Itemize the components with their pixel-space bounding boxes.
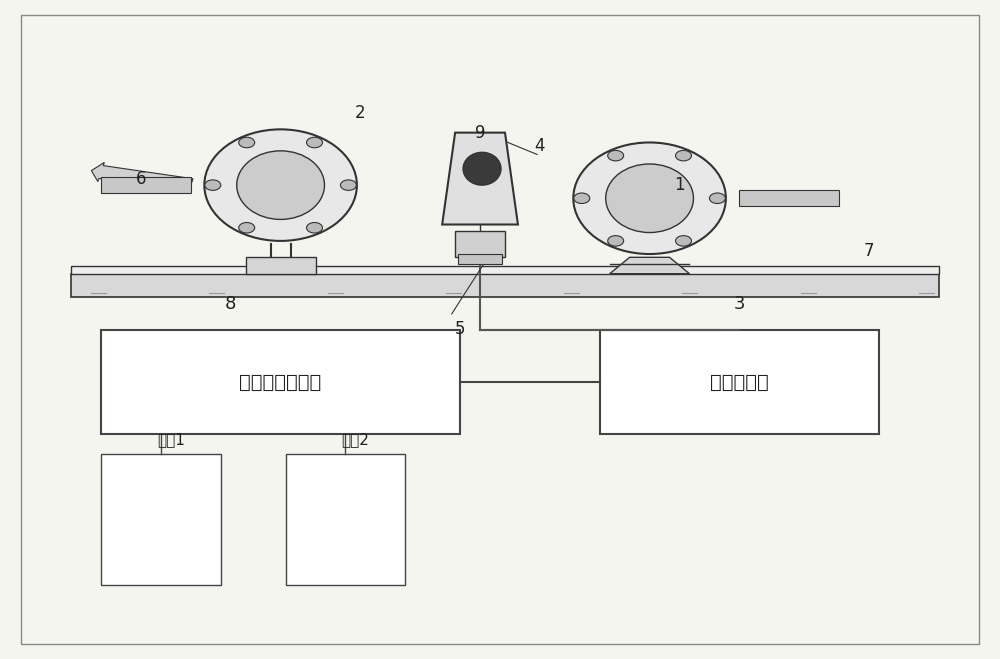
Ellipse shape bbox=[606, 164, 693, 233]
Circle shape bbox=[340, 180, 356, 190]
FancyBboxPatch shape bbox=[71, 266, 939, 273]
Text: 6: 6 bbox=[136, 169, 146, 188]
Circle shape bbox=[307, 223, 322, 233]
Circle shape bbox=[709, 193, 725, 204]
Bar bbox=[286, 454, 405, 585]
FancyBboxPatch shape bbox=[71, 273, 939, 297]
Text: 7: 7 bbox=[864, 242, 874, 260]
Circle shape bbox=[239, 137, 255, 148]
Text: 5: 5 bbox=[455, 320, 465, 339]
Ellipse shape bbox=[573, 142, 726, 254]
Ellipse shape bbox=[204, 129, 357, 241]
Bar bbox=[739, 190, 839, 206]
Bar bbox=[455, 231, 505, 257]
Text: 1: 1 bbox=[674, 176, 685, 194]
Circle shape bbox=[608, 150, 624, 161]
Text: 矢量网络分析仪: 矢量网络分析仪 bbox=[239, 372, 322, 391]
Circle shape bbox=[676, 150, 691, 161]
Circle shape bbox=[574, 193, 590, 204]
Text: 4: 4 bbox=[535, 137, 545, 155]
Text: 8: 8 bbox=[225, 295, 236, 313]
Bar bbox=[458, 254, 502, 264]
Text: 端口2: 端口2 bbox=[341, 432, 369, 447]
Bar bbox=[600, 330, 879, 434]
Circle shape bbox=[608, 236, 624, 246]
Circle shape bbox=[307, 137, 322, 148]
Circle shape bbox=[676, 236, 691, 246]
Polygon shape bbox=[610, 257, 689, 273]
Bar bbox=[101, 330, 460, 434]
Circle shape bbox=[205, 180, 221, 190]
Ellipse shape bbox=[237, 151, 324, 219]
Ellipse shape bbox=[463, 152, 501, 185]
Text: 控制计算机: 控制计算机 bbox=[710, 372, 769, 391]
Polygon shape bbox=[442, 132, 518, 225]
Text: 9: 9 bbox=[475, 124, 485, 142]
FancyArrow shape bbox=[91, 162, 193, 192]
Bar bbox=[101, 454, 221, 585]
Circle shape bbox=[239, 223, 255, 233]
Text: 3: 3 bbox=[734, 295, 745, 313]
Bar bbox=[101, 177, 191, 193]
Text: 2: 2 bbox=[355, 104, 366, 122]
Text: 端口1: 端口1 bbox=[157, 432, 185, 447]
Bar bbox=[246, 257, 316, 273]
